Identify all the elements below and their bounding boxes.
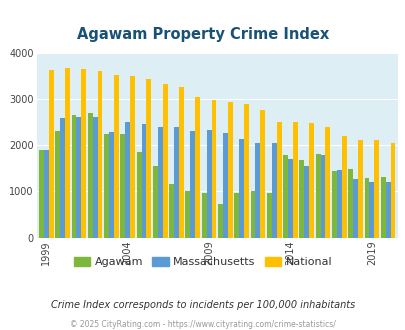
Bar	[227, 102, 232, 238]
Legend: Agawam, Massachusetts, National: Agawam, Massachusetts, National	[69, 252, 336, 272]
Bar	[65, 68, 70, 238]
Bar	[320, 155, 325, 238]
Bar	[331, 171, 336, 238]
Bar	[136, 152, 141, 238]
Bar	[44, 150, 49, 238]
Bar	[271, 143, 276, 238]
Bar	[341, 136, 346, 238]
Bar	[243, 104, 248, 238]
Bar	[206, 130, 211, 238]
Bar	[266, 193, 271, 238]
Bar	[162, 84, 167, 238]
Bar	[309, 123, 313, 238]
Bar	[201, 193, 206, 238]
Bar	[120, 134, 125, 238]
Bar	[373, 140, 378, 238]
Bar	[130, 76, 135, 238]
Bar	[60, 118, 65, 238]
Bar	[287, 159, 292, 238]
Bar	[195, 97, 200, 238]
Bar	[104, 134, 109, 238]
Bar	[71, 115, 76, 238]
Bar	[169, 184, 174, 238]
Bar	[390, 143, 394, 238]
Bar	[39, 150, 44, 238]
Bar	[325, 127, 330, 238]
Bar	[141, 124, 146, 238]
Bar	[260, 110, 264, 238]
Bar	[153, 166, 158, 238]
Bar	[92, 117, 97, 238]
Bar	[49, 70, 53, 238]
Bar	[81, 69, 86, 238]
Bar	[109, 132, 113, 238]
Bar	[113, 75, 118, 238]
Bar	[303, 166, 309, 238]
Text: Agawam Property Crime Index: Agawam Property Crime Index	[77, 27, 328, 42]
Bar	[385, 182, 390, 238]
Bar	[179, 87, 183, 238]
Text: Crime Index corresponds to incidents per 100,000 inhabitants: Crime Index corresponds to incidents per…	[51, 300, 354, 310]
Bar	[239, 139, 243, 238]
Bar	[380, 177, 385, 238]
Bar	[222, 133, 227, 238]
Bar	[298, 160, 303, 238]
Bar	[158, 127, 162, 238]
Bar	[234, 193, 239, 238]
Bar	[364, 178, 369, 238]
Bar	[55, 131, 60, 238]
Bar	[146, 79, 151, 238]
Bar	[125, 122, 130, 238]
Bar	[315, 154, 320, 238]
Bar	[292, 122, 297, 238]
Bar	[250, 191, 255, 238]
Bar	[97, 71, 102, 238]
Bar	[190, 131, 195, 238]
Bar	[276, 122, 281, 238]
Text: © 2025 CityRating.com - https://www.cityrating.com/crime-statistics/: © 2025 CityRating.com - https://www.city…	[70, 319, 335, 329]
Bar	[217, 204, 222, 238]
Bar	[174, 127, 179, 238]
Bar	[255, 143, 260, 238]
Bar	[282, 155, 287, 238]
Bar	[185, 191, 190, 238]
Bar	[352, 179, 357, 238]
Bar	[347, 169, 352, 238]
Bar	[369, 182, 373, 238]
Bar	[336, 170, 341, 238]
Bar	[87, 113, 92, 238]
Bar	[211, 100, 216, 238]
Bar	[76, 116, 81, 238]
Bar	[357, 140, 362, 238]
